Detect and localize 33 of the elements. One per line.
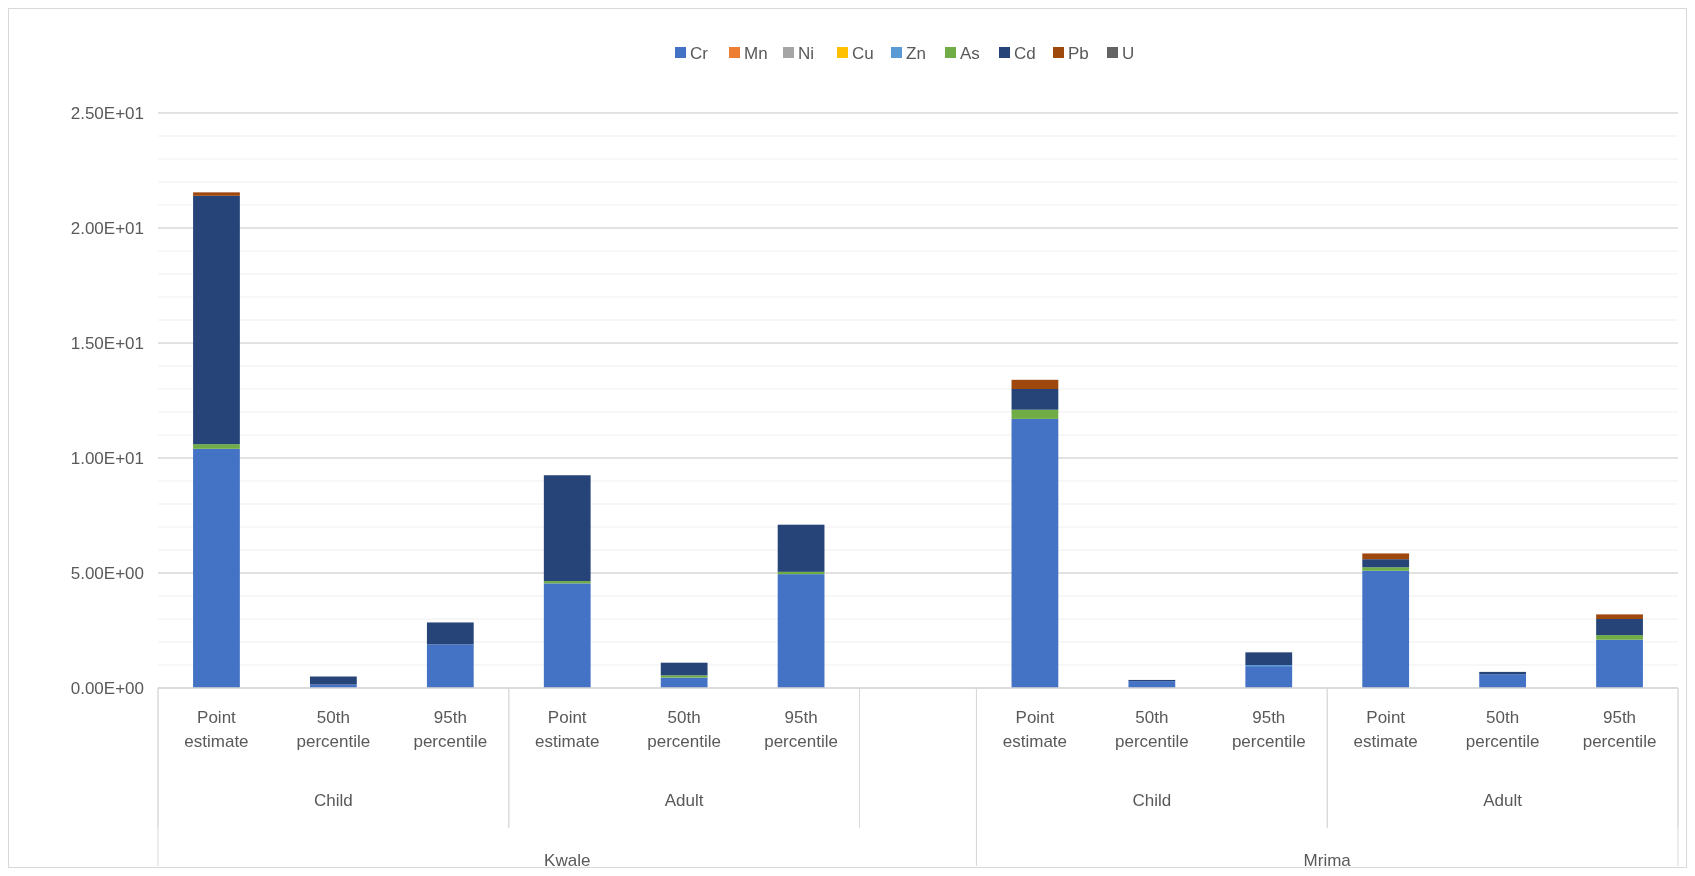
- x-tick-label: 95th percentile: [1231, 708, 1306, 751]
- text: Child: [314, 791, 353, 810]
- x-tick-label: 50th percentile: [1114, 708, 1189, 751]
- text: Mrima: [1303, 851, 1352, 870]
- x-tick-label: 95th percentile: [1582, 708, 1657, 751]
- legend-label: U: [1122, 43, 1135, 63]
- y-tick-label: 5.00E+00: [70, 563, 144, 583]
- text: Adult: [664, 791, 704, 810]
- text: Child: [1132, 791, 1172, 810]
- x-tick-label: Point estimate: [184, 708, 249, 751]
- y-tick-label: 2.50E+01: [70, 103, 144, 123]
- legend-label: Zn: [906, 43, 926, 63]
- x-tick-label: 50th percentile: [647, 708, 722, 751]
- legend-label: Ni: [798, 43, 815, 63]
- legend-label: Cd: [1014, 43, 1036, 63]
- x-tick-label: Point estimate: [1002, 708, 1068, 751]
- text: Kwale: [544, 851, 591, 870]
- y-tick-label: 1.50E+01: [70, 333, 144, 353]
- legend-label: Mn: [744, 43, 768, 63]
- y-tick-label: 2.00E+01: [70, 218, 144, 238]
- legend-label: As: [960, 43, 980, 63]
- x-tick-label: Point estimate: [1353, 708, 1418, 751]
- x-tick-label: 95th percentile: [764, 708, 838, 751]
- x-tick-label: 50th percentile: [1465, 708, 1540, 751]
- x-tick-label: Point estimate: [535, 708, 600, 751]
- text: Adult: [1483, 791, 1523, 810]
- y-tick-label: 1.00E+01: [70, 448, 144, 468]
- legend-label: Cu: [852, 43, 874, 63]
- legend-label: Cr: [690, 43, 709, 63]
- y-tick-label: 0.00E+00: [70, 678, 144, 698]
- legend-label: Pb: [1068, 43, 1089, 63]
- x-tick-label: 95th percentile: [413, 708, 488, 751]
- x-tick-label: 50th percentile: [296, 708, 371, 751]
